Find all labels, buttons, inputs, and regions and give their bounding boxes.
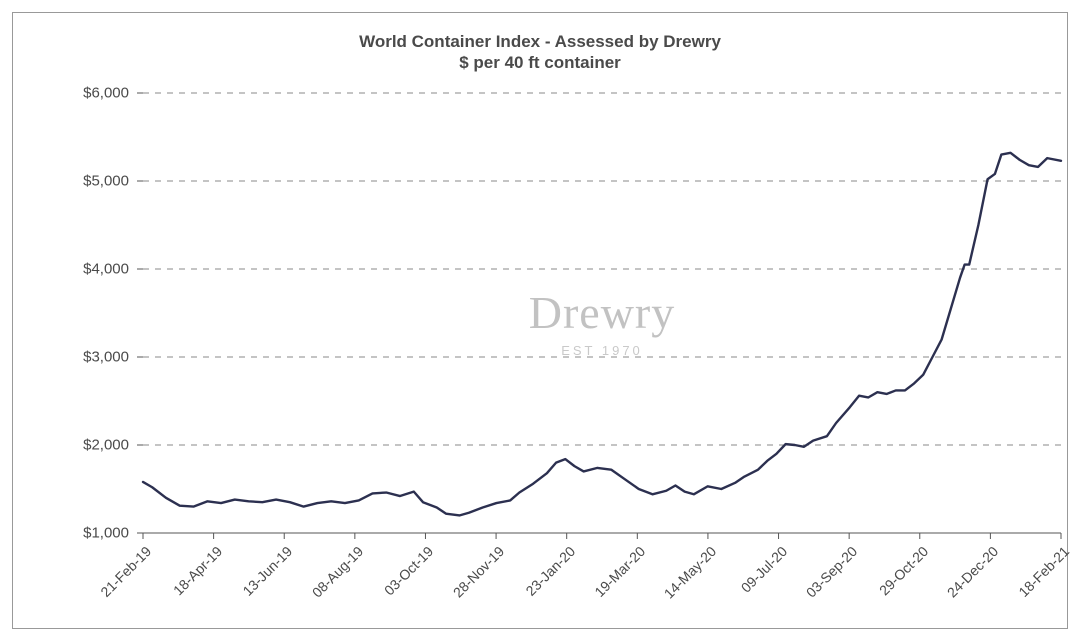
x-tick-label: 29-Oct-20 [876,543,931,598]
x-tick-label: 19-Mar-20 [592,543,649,600]
chart-title: World Container Index - Assessed by Drew… [13,31,1067,74]
y-tick-label: $4,000 [83,261,129,278]
x-tick-label: 03-Oct-19 [381,543,436,598]
x-tick-label: 24-Dec-20 [944,543,1002,601]
plot-svg [143,93,1061,533]
x-tick-label: 18-Apr-19 [170,543,225,598]
chart-frame: World Container Index - Assessed by Drew… [12,12,1068,629]
y-tick-label: $1,000 [83,525,129,542]
y-tick-label: $5,000 [83,173,129,190]
y-tick-label: $3,000 [83,349,129,366]
x-tick-label: 28-Nov-19 [450,543,508,601]
x-tick-label: 14-May-20 [661,543,720,602]
data-line [143,153,1061,516]
plot-area [143,93,1061,533]
y-tick-label: $6,000 [83,85,129,102]
x-tick-label: 09-Jul-20 [737,543,790,596]
x-tick-label: 21-Feb-19 [97,543,154,600]
chart-title-line1: World Container Index - Assessed by Drew… [13,31,1067,52]
x-tick-label: 13-Jun-19 [240,543,296,599]
x-tick-label: 03-Sep-20 [803,543,861,601]
x-tick-label: 18-Feb-21 [1015,543,1072,600]
y-tick-label: $2,000 [83,437,129,454]
x-tick-label: 08-Aug-19 [309,543,367,601]
x-tick-label: 23-Jan-20 [522,543,578,599]
chart-title-line2: $ per 40 ft container [13,52,1067,73]
